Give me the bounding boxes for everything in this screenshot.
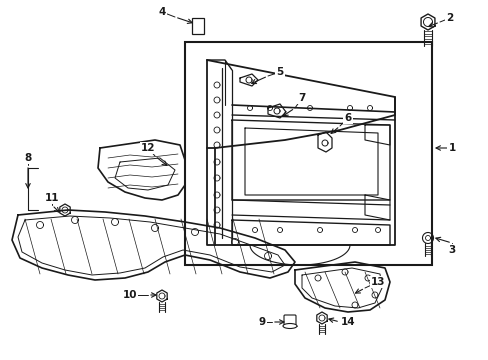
Text: 10: 10 [122,290,137,300]
Text: 14: 14 [340,317,355,327]
Text: 8: 8 [24,153,32,163]
Text: 6: 6 [344,113,351,123]
Text: 4: 4 [158,7,165,17]
Text: 13: 13 [370,277,385,287]
Text: 1: 1 [447,143,455,153]
Bar [192,18,203,34]
Text: 2: 2 [446,13,453,23]
Text: 12: 12 [141,143,155,153]
Text: 11: 11 [45,193,59,203]
Text: 7: 7 [298,93,305,103]
Text: 5: 5 [276,67,283,77]
Bar [184,42,431,265]
Text: 9: 9 [258,317,265,327]
Text: 3: 3 [447,245,455,255]
FancyBboxPatch shape [284,315,295,325]
Ellipse shape [283,324,296,328]
